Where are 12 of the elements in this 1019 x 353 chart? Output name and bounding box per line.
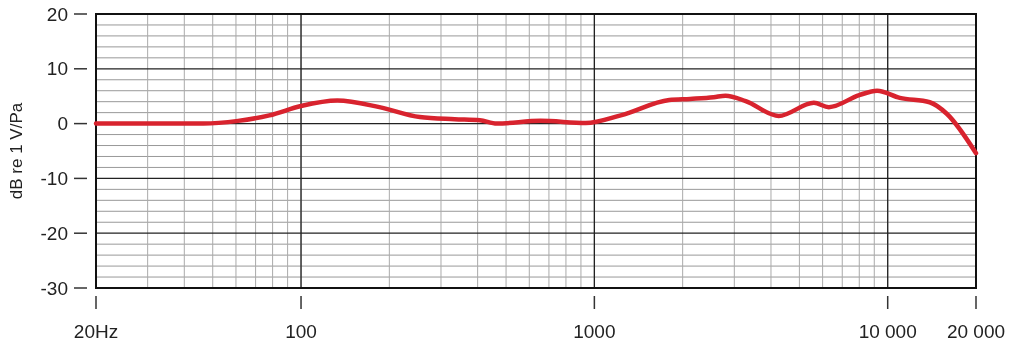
y-tick-label: -20 [40, 222, 68, 244]
y-tick-label: 20 [46, 3, 68, 25]
y-tick-label: -10 [40, 168, 68, 190]
y-tick-label: 0 [57, 113, 68, 135]
x-tick-label: 10 000 [858, 321, 917, 342]
y-tick-label: -30 [40, 277, 68, 299]
y-tick-label: 10 [46, 58, 68, 80]
x-tick-label: 1000 [573, 321, 616, 342]
y-axis-title: dB re 1 V/Pa [7, 102, 26, 200]
x-tick-label: 20 000 [946, 321, 1006, 342]
x-tick-label: 20Hz [73, 321, 119, 342]
x-tick-label: 100 [285, 321, 317, 342]
